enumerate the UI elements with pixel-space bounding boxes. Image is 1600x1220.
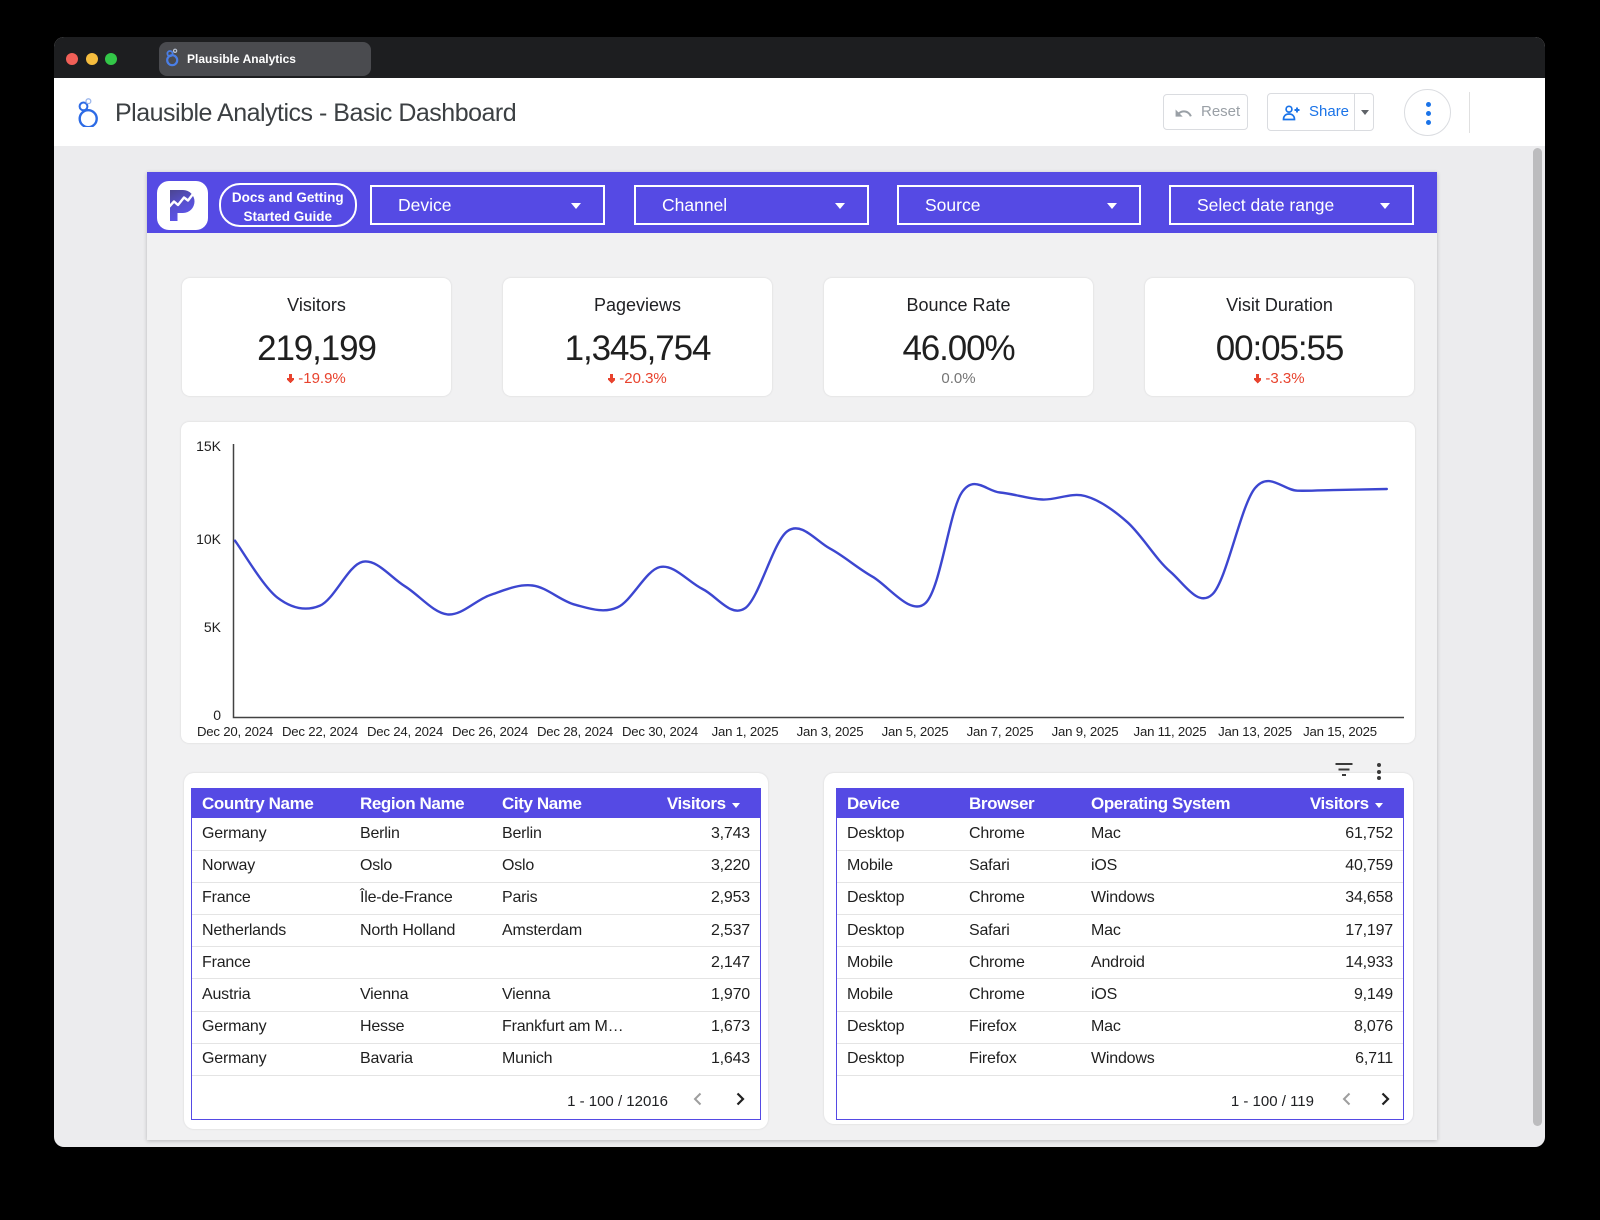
svg-text:Dec 30, 2024: Dec 30, 2024 [622, 724, 698, 739]
svg-text:10K: 10K [196, 531, 222, 547]
svg-text:Dec 26, 2024: Dec 26, 2024 [452, 724, 528, 739]
svg-text:Dec 20, 2024: Dec 20, 2024 [197, 724, 273, 739]
svg-text:Jan 3, 2025: Jan 3, 2025 [797, 724, 864, 739]
svg-text:Jan 15, 2025: Jan 15, 2025 [1303, 724, 1377, 739]
svg-text:0: 0 [213, 707, 221, 723]
svg-text:Jan 1, 2025: Jan 1, 2025 [712, 724, 779, 739]
svg-text:Dec 22, 2024: Dec 22, 2024 [282, 724, 358, 739]
svg-text:Jan 11, 2025: Jan 11, 2025 [1134, 724, 1207, 739]
svg-text:Jan 9, 2025: Jan 9, 2025 [1052, 724, 1119, 739]
svg-text:Dec 28, 2024: Dec 28, 2024 [537, 724, 613, 739]
svg-text:15K: 15K [196, 438, 222, 454]
svg-text:Dec 24, 2024: Dec 24, 2024 [367, 724, 443, 739]
svg-text:5K: 5K [204, 619, 222, 635]
svg-text:Jan 7, 2025: Jan 7, 2025 [967, 724, 1034, 739]
svg-text:Jan 13, 2025: Jan 13, 2025 [1218, 724, 1292, 739]
svg-text:Jan 5, 2025: Jan 5, 2025 [882, 724, 949, 739]
